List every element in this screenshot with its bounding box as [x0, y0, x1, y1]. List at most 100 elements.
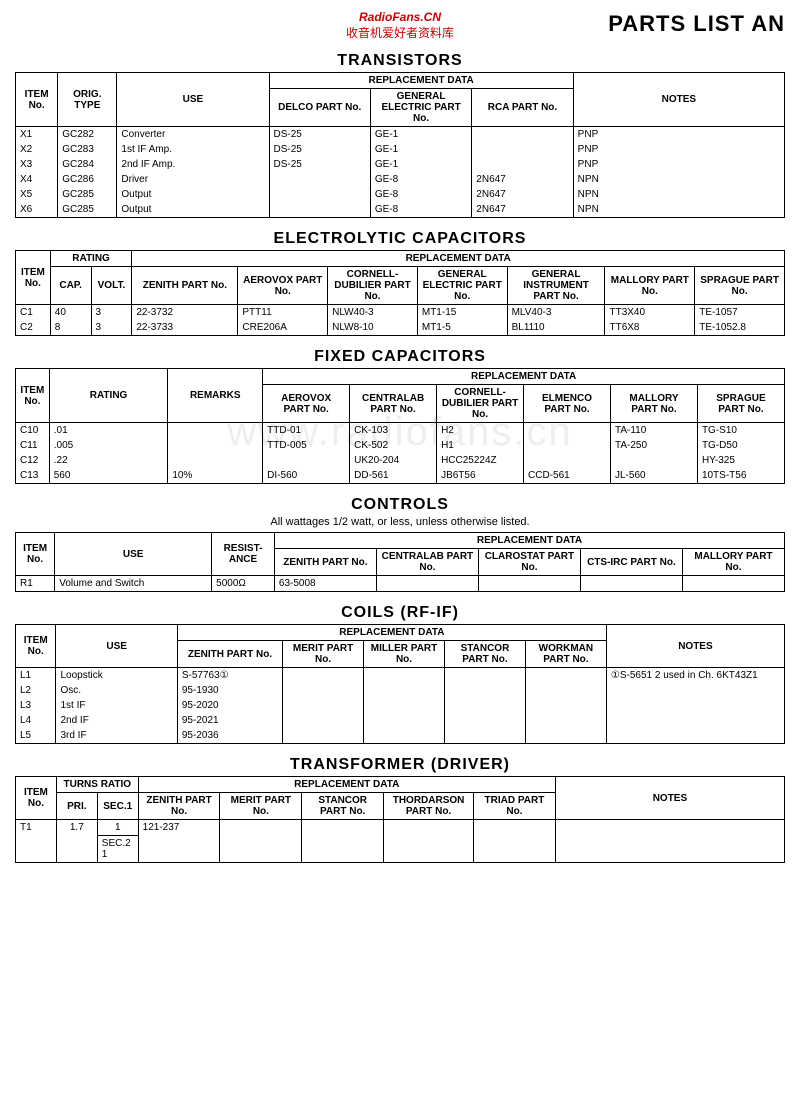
- th-use: USE: [56, 625, 177, 668]
- th-elmenco: ELMENCO PART No.: [524, 385, 611, 423]
- cell: 2nd IF: [56, 713, 177, 728]
- cell: 95-2036: [177, 728, 282, 744]
- cell: BL1110: [507, 320, 605, 336]
- cell: .01: [49, 423, 140, 439]
- table-row: R1Volume and Switch5000Ω63-5008: [16, 576, 785, 592]
- cell: HCC25224Z: [437, 453, 524, 468]
- cell: [384, 820, 474, 863]
- th-delco: DELCO PART No.: [269, 89, 370, 127]
- cell: DD-561: [350, 468, 437, 484]
- table-row: L53rd IF95-2036: [16, 728, 785, 744]
- cell: PNP: [573, 157, 784, 172]
- cell: NPN: [573, 187, 784, 202]
- cell: Osc.: [56, 683, 177, 698]
- cell: 22-3733: [132, 320, 238, 336]
- cell: 40: [50, 305, 91, 321]
- th-item: ITEM No.: [16, 73, 58, 127]
- cell: 2nd IF Amp.: [117, 157, 269, 172]
- cell: [525, 683, 606, 698]
- cell: [444, 668, 525, 684]
- cell: 3: [91, 320, 132, 336]
- table-row: L2Osc.95-1930: [16, 683, 785, 698]
- cell: X2: [16, 142, 58, 157]
- cell: ①S-5651 2 used in Ch. 6KT43Z1: [606, 668, 784, 684]
- cell: [302, 820, 384, 863]
- cell: X1: [16, 127, 58, 143]
- th-centralab: CENTRALAB PART No.: [376, 549, 478, 576]
- th-volt: VOLT.: [91, 267, 132, 305]
- cell: [444, 698, 525, 713]
- cell: [364, 713, 445, 728]
- th-mallory: MALLORY PART No.: [605, 267, 695, 305]
- cell: DS-25: [269, 142, 370, 157]
- cell: [283, 668, 364, 684]
- th-item: ITEM No.: [16, 369, 50, 423]
- coils-title: COILS (RF-IF): [15, 604, 785, 622]
- cell: CRE206A: [238, 320, 328, 336]
- table-row: L31st IF95-2020: [16, 698, 785, 713]
- th-merit: MERIT PART No.: [220, 793, 302, 820]
- cell: 1st IF: [56, 698, 177, 713]
- cell: S-57763①: [177, 668, 282, 684]
- cell: [168, 423, 263, 439]
- table-row: C10.01TTD-01CK-103H2TA-110TG-S10: [16, 423, 785, 439]
- cell: C12: [16, 453, 50, 468]
- table-row: C1356010%DI-560DD-561JB6T56CCD-561JL-560…: [16, 468, 785, 484]
- cell: [283, 728, 364, 744]
- cell: 1: [97, 820, 138, 836]
- th-item: ITEM No.: [16, 625, 56, 668]
- cell: [444, 683, 525, 698]
- cell: [524, 438, 611, 453]
- table-row: T1 1.7 1 121-237: [16, 820, 785, 836]
- th-workman: WORKMAN PART No.: [525, 641, 606, 668]
- cell: TG-S10: [697, 423, 784, 439]
- th-resist: RESIST-ANCE: [212, 533, 275, 576]
- cell: MT1-15: [417, 305, 507, 321]
- cell: 3: [91, 305, 132, 321]
- cell: Loopstick: [56, 668, 177, 684]
- th-sprague: SPRAGUE PART No.: [697, 385, 784, 423]
- th-merit: MERIT PART No.: [283, 641, 364, 668]
- cell: [478, 576, 580, 592]
- cell: [269, 172, 370, 187]
- cell: L5: [16, 728, 56, 744]
- cell: GE-1: [370, 157, 471, 172]
- cell: [525, 728, 606, 744]
- th-ge: GENERAL ELECTRIC PART No.: [417, 267, 507, 305]
- cell: 1st IF Amp.: [117, 142, 269, 157]
- cell: 5000Ω: [212, 576, 275, 592]
- th-replacement: REPLACEMENT DATA: [138, 777, 555, 793]
- transistors-table: ITEM No. ORIG. TYPE USE REPLACEMENT DATA…: [15, 72, 785, 218]
- table-row: C12.22UK20-204HCC25224ZHY-325: [16, 453, 785, 468]
- th-zenith: ZENITH PART No.: [177, 641, 282, 668]
- cell: 22-3732: [132, 305, 238, 321]
- th-mallory: MALLORY PART No.: [610, 385, 697, 423]
- th-sprague: SPRAGUE PART No.: [695, 267, 785, 305]
- th-sec1: SEC.1: [97, 793, 138, 820]
- cell: [140, 423, 168, 439]
- cell: Converter: [117, 127, 269, 143]
- cell: GC282: [58, 127, 117, 143]
- th-triad: TRIAD PART No.: [474, 793, 556, 820]
- th-item: ITEM No.: [16, 251, 51, 305]
- cell: [524, 423, 611, 439]
- cell: X4: [16, 172, 58, 187]
- cell: TA-250: [610, 438, 697, 453]
- th-notes: NOTES: [606, 625, 784, 668]
- cell: [364, 668, 445, 684]
- cell: GE-1: [370, 127, 471, 143]
- cell: JB6T56: [437, 468, 524, 484]
- th-stancor: STANCOR PART No.: [444, 641, 525, 668]
- cell: [610, 453, 697, 468]
- th-clarostat: CLAROSTAT PART No.: [478, 549, 580, 576]
- th-turns: TURNS RATIO: [56, 777, 138, 793]
- cell: [474, 820, 556, 863]
- cell: L2: [16, 683, 56, 698]
- cell: [220, 820, 302, 863]
- th-replacement: REPLACEMENT DATA: [132, 251, 785, 267]
- cell: [472, 127, 573, 143]
- th-notes: NOTES: [555, 777, 784, 820]
- cell: C10: [16, 423, 50, 439]
- cell: [283, 683, 364, 698]
- cell: 2N647: [472, 172, 573, 187]
